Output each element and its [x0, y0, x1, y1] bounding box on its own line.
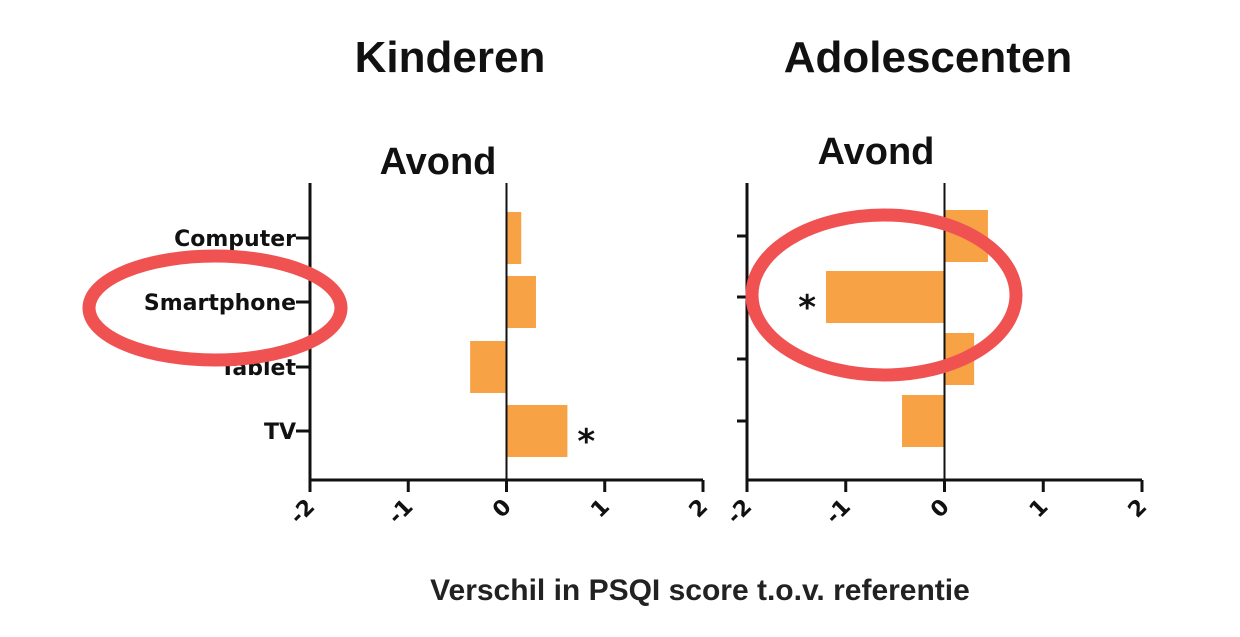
- panel-title-adolescenten: Avond: [818, 131, 935, 173]
- significance-marker-tv-kinderen: *: [577, 422, 595, 462]
- bar-tv-kinderen: [506, 405, 568, 457]
- highlight-ring-smartphone-kinderen: [82, 249, 348, 367]
- chart-panel-kinderen: Kinderen Avond *ComputerSmartphoneTablet…: [82, 33, 713, 530]
- category-label-smartphone: Smartphone: [144, 291, 296, 316]
- bar-smartphone-adolescenten: [826, 271, 945, 323]
- x-axis-label: Verschil in PSQI score t.o.v. referentie: [430, 574, 970, 607]
- highlight-ring-smartphone-adolescenten: [745, 208, 1023, 382]
- category-label-computer: Computer: [174, 227, 296, 252]
- group-title-kinderen: Kinderen: [355, 33, 546, 82]
- category-label-tv: TV: [264, 420, 296, 445]
- bar-tablet-kinderen: [470, 341, 507, 393]
- bar-computer-kinderen: [506, 212, 522, 264]
- significance-marker-smartphone-adolescenten: *: [798, 288, 816, 328]
- group-title-adolescenten: Adolescenten: [784, 33, 1073, 82]
- panel-title-kinderen: Avond: [380, 141, 497, 183]
- bar-smartphone-kinderen: [506, 276, 536, 328]
- bar-tv-adolescenten: [902, 395, 945, 447]
